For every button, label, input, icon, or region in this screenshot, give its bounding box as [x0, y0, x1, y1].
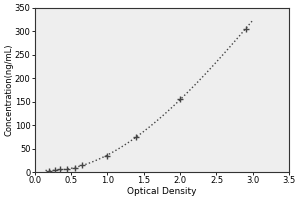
X-axis label: Optical Density: Optical Density [127, 187, 197, 196]
Y-axis label: Concentration(ng/mL): Concentration(ng/mL) [4, 44, 13, 136]
